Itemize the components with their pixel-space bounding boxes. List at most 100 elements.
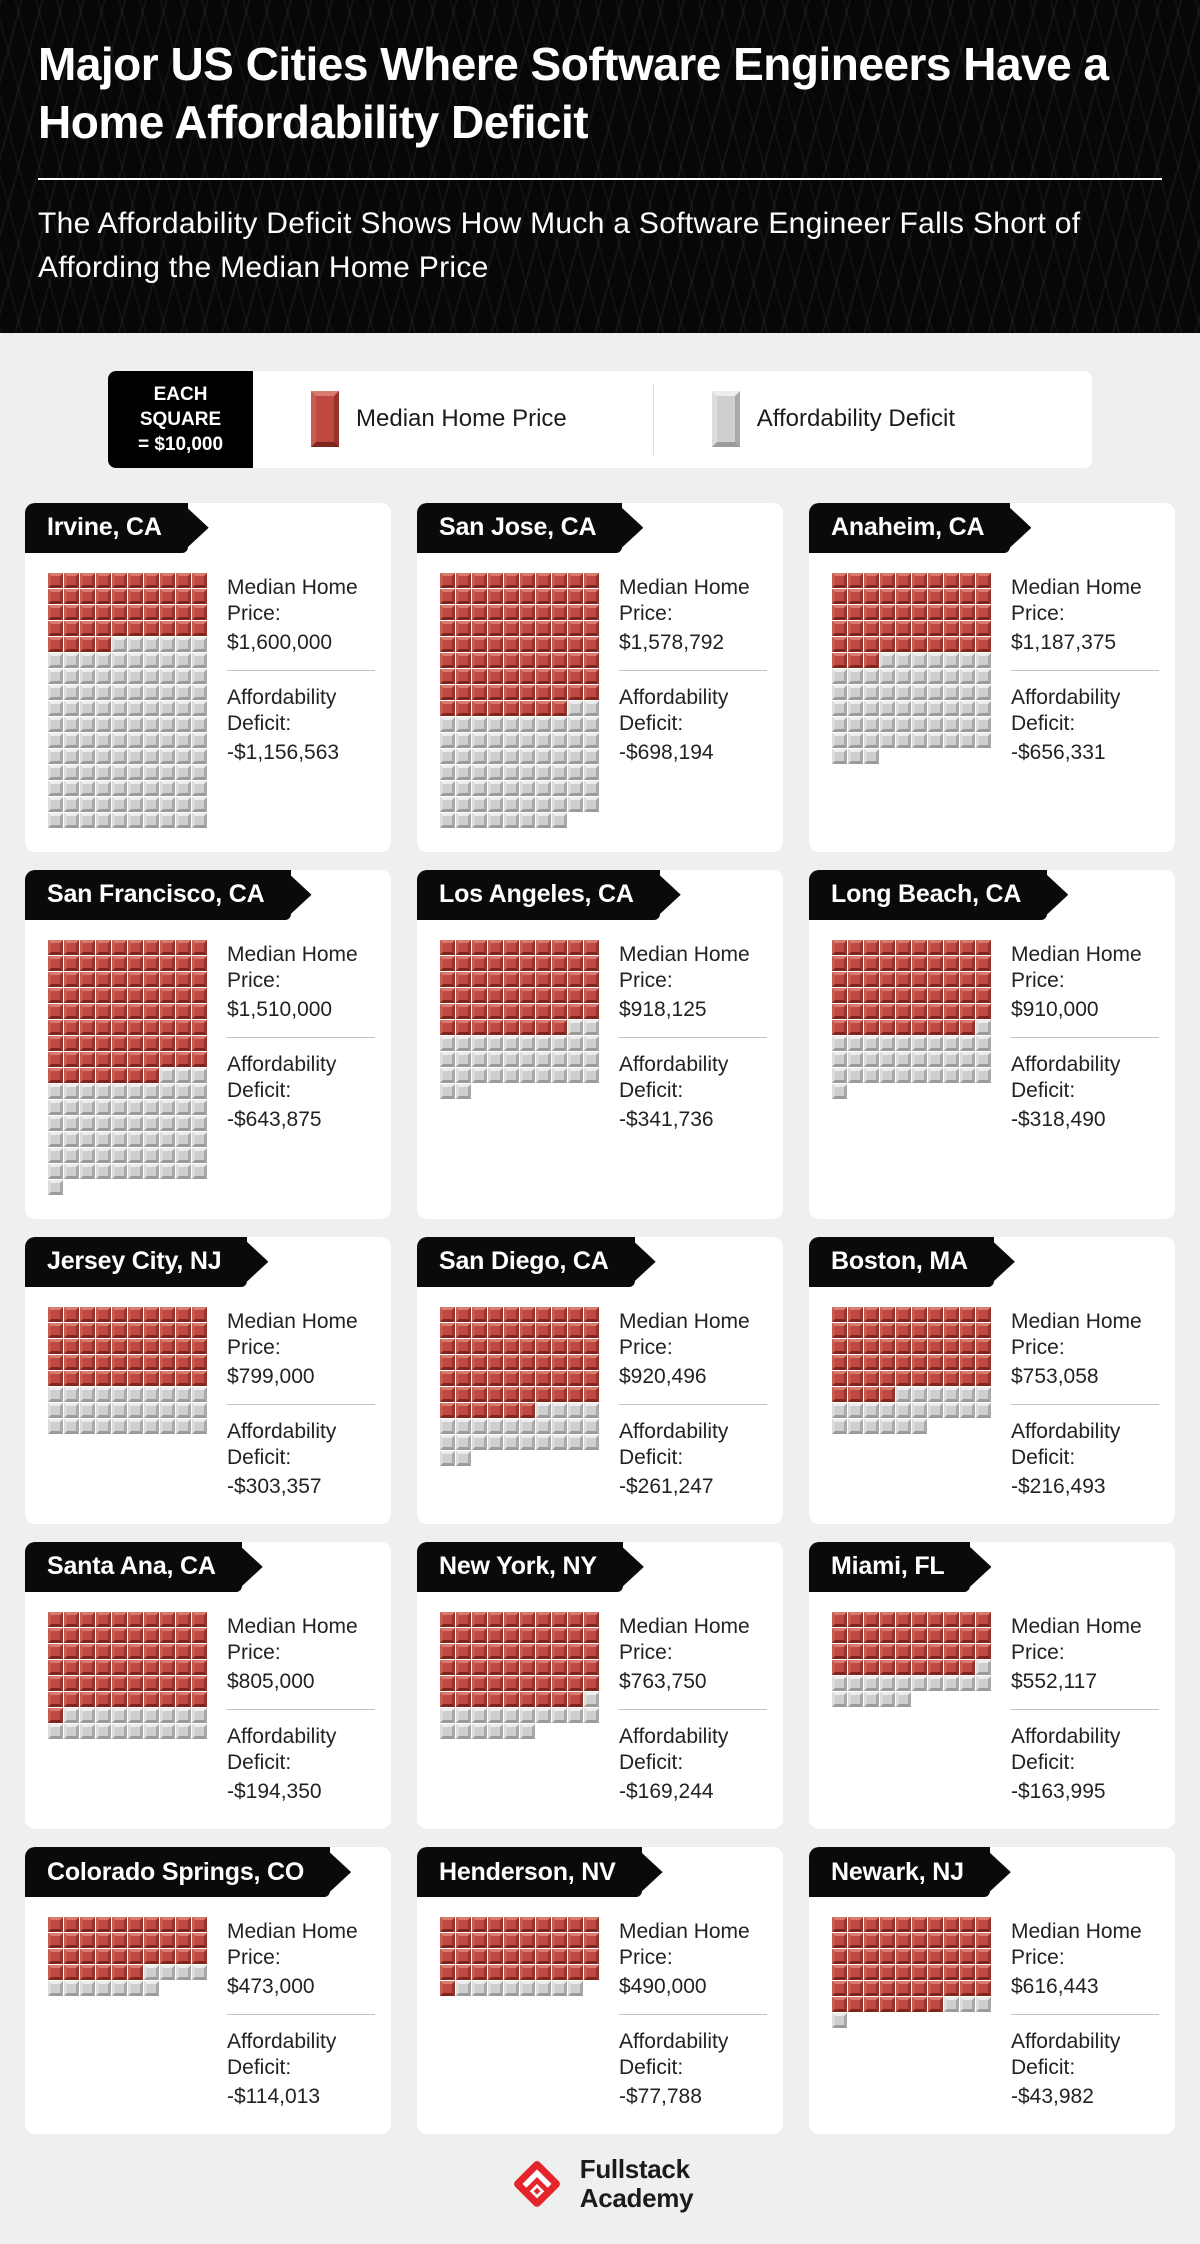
waffle-square-price [96, 1354, 111, 1370]
info-divider [619, 1036, 767, 1038]
waffle-square-price [568, 1386, 583, 1402]
waffle-square-price [112, 1643, 127, 1659]
waffle-square-deficit [864, 1691, 879, 1707]
waffle-square-price [440, 684, 455, 700]
waffle-square-deficit [96, 764, 111, 780]
waffle-square-price [960, 1306, 975, 1322]
waffle-square-price [912, 604, 927, 620]
waffle-square-deficit [552, 716, 567, 732]
waffle-square-price [472, 1003, 487, 1019]
waffle-square-deficit [112, 1163, 127, 1179]
waffle-square-deficit [832, 1418, 847, 1434]
legend: EACH SQUARE = $10,000 Median Home Price … [108, 370, 1092, 468]
deficit-label: Affordability Deficit: [619, 1724, 729, 1774]
waffle-square-price [96, 1306, 111, 1322]
waffle-square-price [456, 1933, 471, 1949]
waffle-square-price [568, 987, 583, 1003]
waffle-square-price [112, 1067, 127, 1083]
waffle-square-price [176, 1933, 191, 1949]
card-body: Median Home Price: $1,187,375 Affordabil… [809, 553, 1175, 790]
waffle-square-deficit [64, 1723, 79, 1739]
waffle-square-deficit [192, 748, 207, 764]
waffle-square-deficit [536, 1707, 551, 1723]
waffle-square-deficit [440, 1434, 455, 1450]
card-body: Median Home Price: $490,000 Affordabilit… [417, 1897, 783, 2134]
waffle-square-price [112, 1917, 127, 1933]
waffle-square-price [160, 1354, 175, 1370]
waffle-square-price [176, 1003, 191, 1019]
waffle-square-price [536, 1675, 551, 1691]
waffle-square-price [536, 1643, 551, 1659]
waffle-square-price [456, 1627, 471, 1643]
waffle-square-deficit [192, 652, 207, 668]
waffle-square-price [48, 939, 63, 955]
waffle-square-price [864, 1611, 879, 1627]
waffle-square-deficit [144, 1965, 159, 1981]
waffle-square-price [536, 1019, 551, 1035]
legend-item-median-price: Median Home Price [253, 371, 567, 468]
waffle-square-price [848, 1965, 863, 1981]
waffle-square-price [504, 1019, 519, 1035]
waffle-square-price [456, 1965, 471, 1981]
waffle-square-price [440, 1659, 455, 1675]
waffle-square-deficit [584, 1434, 599, 1450]
deficit-value: -$303,357 [227, 1474, 322, 1498]
waffle-square-price [552, 1965, 567, 1981]
waffle-square-deficit [896, 700, 911, 716]
waffle-square-price [440, 1354, 455, 1370]
waffle-square-price [192, 1306, 207, 1322]
waffle-square-deficit [912, 716, 927, 732]
waffle-square-price [48, 1322, 63, 1338]
waffle-chart [440, 1306, 599, 1466]
waffle-square-price [880, 636, 895, 652]
waffle-square-price [192, 1003, 207, 1019]
waffle-square-deficit [848, 1035, 863, 1051]
waffle-chart [440, 1611, 599, 1739]
waffle-square-price [472, 1306, 487, 1322]
waffle-square-price [64, 1019, 79, 1035]
banner-arrow-tip-icon [284, 869, 312, 920]
waffle-square-deficit [64, 1083, 79, 1099]
waffle-square-price [504, 652, 519, 668]
waffle-square-price [48, 971, 63, 987]
waffle-square-deficit [944, 716, 959, 732]
waffle-square-price [928, 1306, 943, 1322]
waffle-square-deficit [80, 1723, 95, 1739]
waffle-square-price [536, 588, 551, 604]
waffle-square-price [80, 1949, 95, 1965]
waffle-square-price [848, 1643, 863, 1659]
waffle-square-price [848, 604, 863, 620]
waffle-square-price [960, 971, 975, 987]
waffle-square-price [504, 987, 519, 1003]
waffle-square-deficit [160, 652, 175, 668]
waffle-square-price [520, 1354, 535, 1370]
waffle-square-deficit [48, 652, 63, 668]
waffle-square-price [960, 636, 975, 652]
waffle-square-price [160, 1675, 175, 1691]
waffle-square-price [896, 1370, 911, 1386]
waffle-square-price [440, 1370, 455, 1386]
waffle-square-deficit [128, 1418, 143, 1434]
waffle-chart [440, 1917, 599, 1997]
waffle-square-deficit [64, 1147, 79, 1163]
waffle-square-deficit [192, 668, 207, 684]
waffle-square-price [584, 1386, 599, 1402]
waffle-square-deficit [48, 1131, 63, 1147]
waffle-square-price [64, 1917, 79, 1933]
waffle-square-price [128, 987, 143, 1003]
waffle-square-deficit [144, 1099, 159, 1115]
waffle-square-price [520, 1933, 535, 1949]
waffle-square-deficit [160, 1147, 175, 1163]
waffle-square-deficit [944, 652, 959, 668]
waffle-square-price [584, 1659, 599, 1675]
waffle-square-price [80, 1917, 95, 1933]
waffle-square-price [832, 636, 847, 652]
waffle-square-deficit [848, 700, 863, 716]
waffle-square-deficit [880, 1035, 895, 1051]
waffle-square-price [488, 1627, 503, 1643]
waffle-square-price [472, 1949, 487, 1965]
waffle-square-deficit [112, 636, 127, 652]
waffle-square-deficit [128, 1163, 143, 1179]
waffle-square-deficit [48, 1723, 63, 1739]
waffle-square-deficit [520, 716, 535, 732]
